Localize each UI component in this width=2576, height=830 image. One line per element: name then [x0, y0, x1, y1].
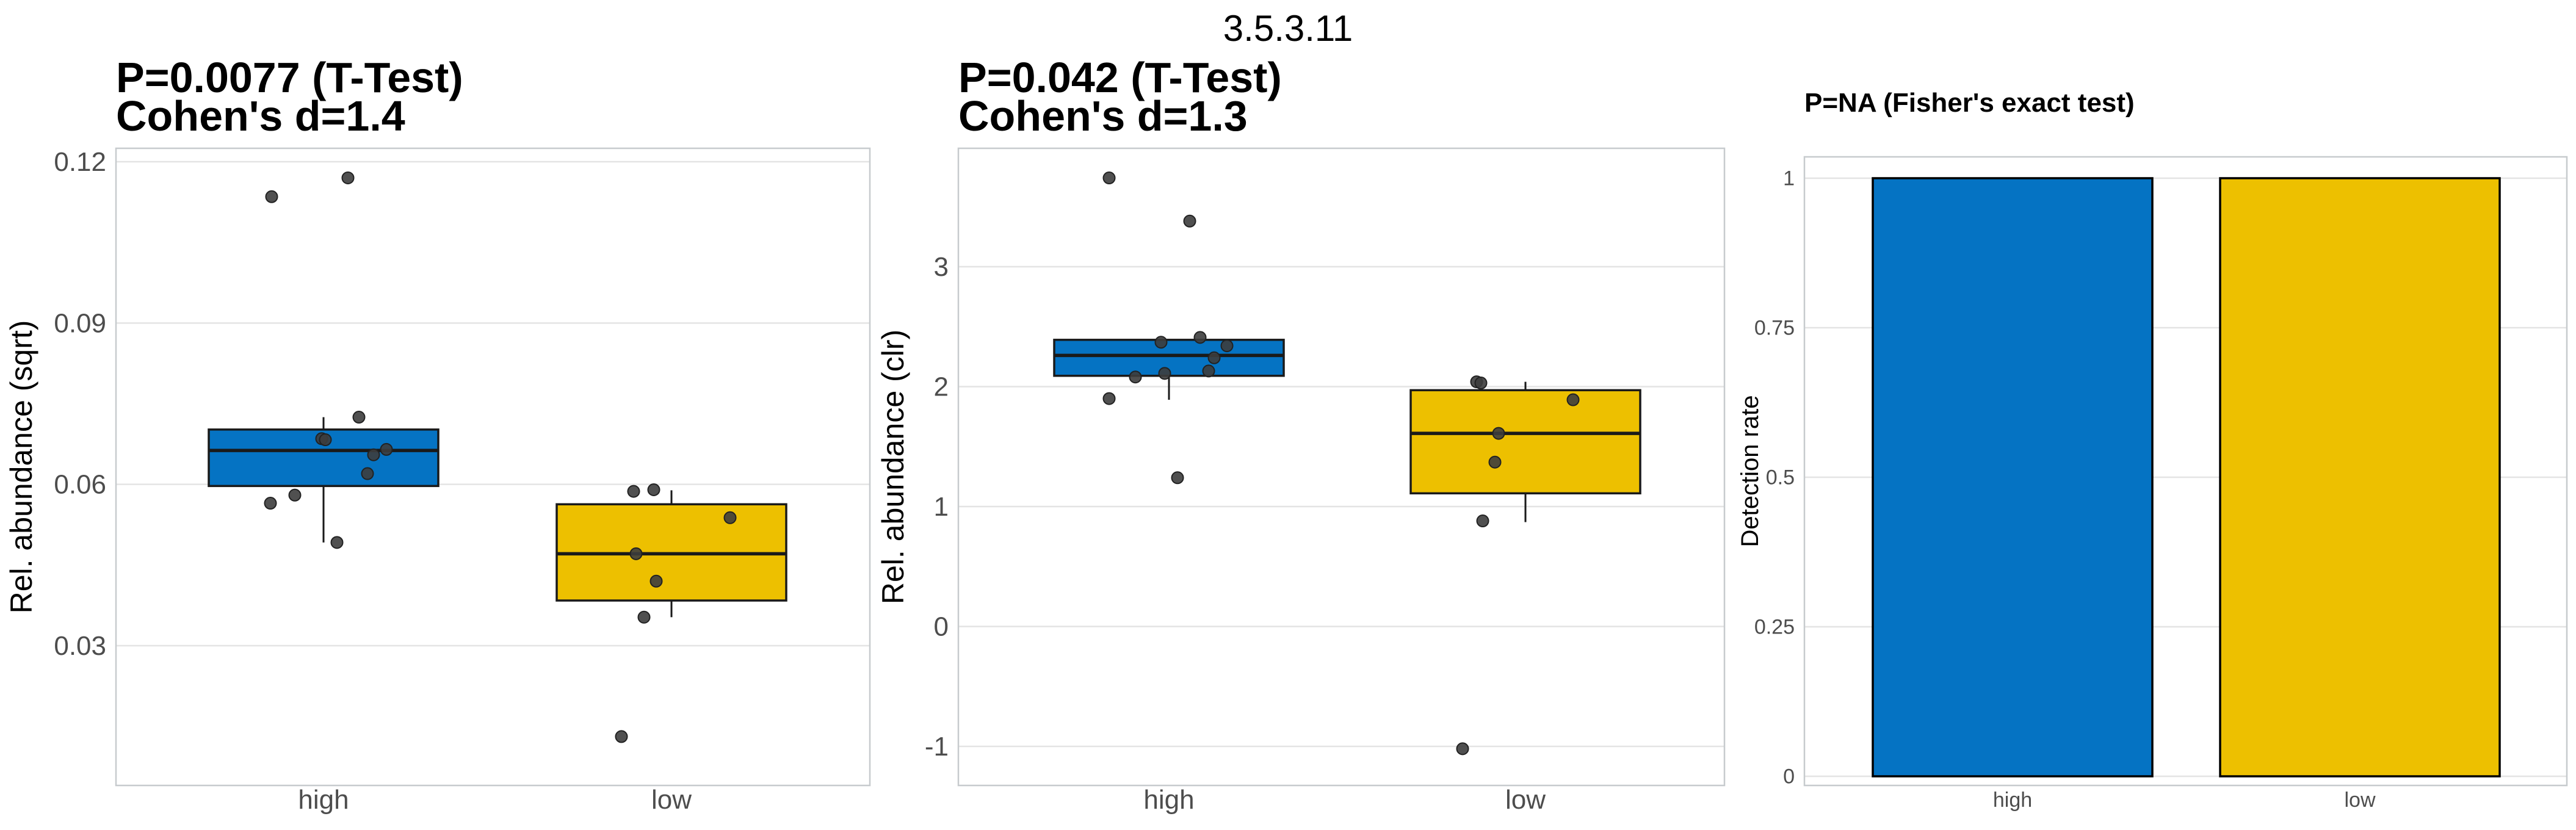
- y-tick-label: 0.25: [1754, 616, 1795, 639]
- panel-detection-rate: P=NA (Fisher's exact test) 0 0.25 0.5 0.75 1…: [1728, 0, 2576, 830]
- jitter-point: [1183, 214, 1196, 228]
- jitter-point: [330, 536, 344, 549]
- jitter-point: [1102, 171, 1116, 185]
- jitter-point: [1488, 455, 1502, 469]
- jitter-point: [1474, 377, 1488, 390]
- y-tick-label: 2: [934, 372, 949, 402]
- y-tick-label: 0.06: [54, 470, 106, 500]
- jitter-point: [615, 730, 628, 743]
- jitter-point: [264, 497, 277, 510]
- jitter-point: [1129, 370, 1142, 384]
- jitter-point: [1154, 336, 1168, 349]
- panel-title-line1: P=0.042 (T-Test): [958, 54, 1282, 101]
- y-tick-label: 0.12: [54, 147, 106, 177]
- panel-border: [957, 147, 1726, 787]
- panel-title-line1: P=0.0077 (T-Test): [116, 54, 463, 101]
- jitter-point: [1476, 514, 1489, 528]
- box-low: [1409, 389, 1641, 495]
- x-category-label: low: [651, 785, 692, 815]
- panel-border: [115, 147, 871, 787]
- boxplot-sqrt-chart: 0.03 0.06 0.09 0.12 Rel. abundance (sqrt) hig…: [4, 147, 871, 815]
- panel-border: [1803, 156, 2568, 787]
- panel-rel-abundance-clr: P=0.042 (T-Test) Cohen's d=1.3 -1 0 1 2 3 Rel…: [873, 0, 1728, 830]
- bar-low: [2219, 177, 2501, 778]
- y-tick-label: 0.75: [1754, 317, 1795, 340]
- jitter-point: [367, 448, 380, 461]
- jitter-point: [1193, 331, 1207, 344]
- jitter-point: [341, 171, 355, 184]
- y-tick-label: 0.09: [54, 308, 106, 338]
- jitter-point: [265, 190, 278, 203]
- panel-title: P=0.042 (T-Test) Cohen's d=1.3: [958, 56, 1282, 137]
- jitter-point: [649, 574, 663, 588]
- boxplot-clr-chart: -1 0 1 2 3 Rel. abundance (clr) high low: [876, 147, 1726, 815]
- jitter-point: [1202, 364, 1215, 378]
- panel-title-line1: P=NA (Fisher's exact test): [1804, 88, 2135, 118]
- x-category-label: low: [2344, 789, 2375, 812]
- y-axis-title: Rel. abundance (sqrt): [4, 320, 38, 614]
- x-category-label: high: [1993, 789, 2032, 812]
- x-category-label: low: [1505, 785, 1546, 815]
- panel-title: P=NA (Fisher's exact test): [1804, 89, 2135, 117]
- y-tick-label: 0.5: [1766, 466, 1795, 489]
- y-tick-label: -1: [925, 732, 949, 762]
- jitter-point: [1171, 471, 1184, 485]
- panel-title-line2: Cohen's d=1.3: [958, 92, 1248, 140]
- jitter-point: [629, 547, 643, 560]
- jitter-point: [380, 442, 393, 456]
- jitter-point: [288, 488, 302, 502]
- jitter-point: [1456, 742, 1469, 756]
- x-category-label: high: [1143, 785, 1194, 815]
- jitter-point: [1220, 339, 1234, 353]
- y-tick-label: 0: [1783, 765, 1795, 789]
- jitter-point: [723, 511, 737, 524]
- jitter-point: [352, 411, 366, 424]
- y-tick-label: 3: [934, 252, 949, 282]
- bar-high: [1872, 177, 2154, 778]
- jitter-point: [1102, 392, 1116, 405]
- panel-title: P=0.0077 (T-Test) Cohen's d=1.4: [116, 56, 463, 137]
- jitter-point: [1566, 393, 1580, 406]
- figure-title: 3.5.3.11: [1223, 8, 1353, 49]
- jitter-point: [319, 433, 332, 447]
- y-tick-label: 0.03: [54, 631, 106, 661]
- y-tick-label: 1: [1783, 167, 1795, 190]
- panel-rel-abundance-sqrt: P=0.0077 (T-Test) Cohen's d=1.4 0.03 0.06…: [0, 0, 873, 830]
- jitter-point: [1207, 351, 1221, 364]
- jitter-point: [361, 467, 374, 480]
- x-category-label: high: [298, 785, 349, 815]
- jitter-point: [627, 485, 640, 498]
- jitter-point: [1158, 367, 1171, 380]
- jitter-point: [1492, 427, 1505, 440]
- barplot-detection-chart: 0 0.25 0.5 0.75 1 Detection rate high low: [1737, 156, 2568, 812]
- panel-title-line2: Cohen's d=1.4: [116, 92, 405, 140]
- y-tick-label: 1: [934, 492, 949, 522]
- jitter-point: [647, 483, 660, 496]
- y-axis-title: Rel. abundance (clr): [876, 330, 910, 604]
- y-axis-title: Detection rate: [1737, 395, 1764, 547]
- y-tick-label: 0: [934, 612, 949, 641]
- jitter-point: [637, 610, 651, 624]
